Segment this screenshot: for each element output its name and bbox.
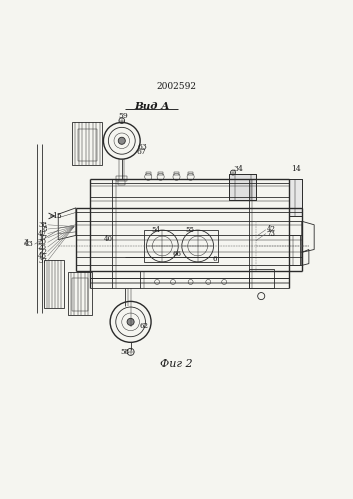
Text: 37: 37 — [38, 257, 47, 265]
Text: Фиг 2: Фиг 2 — [160, 359, 193, 369]
Bar — [116, 177, 127, 181]
Text: 14: 14 — [292, 165, 301, 173]
Text: 15: 15 — [52, 212, 62, 220]
Bar — [72, 122, 102, 165]
Text: 66: 66 — [173, 250, 182, 258]
Bar — [72, 278, 88, 311]
Bar — [146, 172, 151, 175]
Bar — [158, 172, 163, 175]
Text: 63: 63 — [138, 143, 148, 151]
Bar — [44, 260, 64, 308]
Text: 47: 47 — [38, 230, 47, 238]
Text: 20: 20 — [38, 239, 47, 247]
Bar — [118, 180, 125, 185]
Text: 54: 54 — [151, 227, 160, 235]
Text: Вид А: Вид А — [134, 102, 169, 111]
Text: 62: 62 — [139, 322, 148, 330]
Text: 43: 43 — [24, 240, 34, 248]
Text: 6: 6 — [213, 255, 217, 263]
Text: 46: 46 — [38, 252, 47, 260]
Text: 17: 17 — [38, 234, 47, 242]
Text: 2002592: 2002592 — [156, 82, 197, 91]
Text: 58: 58 — [120, 348, 129, 356]
Text: 38: 38 — [38, 221, 47, 229]
Bar — [68, 272, 92, 315]
Bar — [289, 179, 302, 216]
Text: 34: 34 — [233, 165, 243, 173]
Text: 3: 3 — [23, 239, 28, 247]
Text: 8: 8 — [42, 225, 47, 233]
Bar — [188, 172, 193, 175]
Text: 26: 26 — [38, 243, 47, 251]
Bar — [289, 236, 300, 265]
Text: 42: 42 — [267, 225, 275, 233]
Bar — [289, 179, 302, 216]
Bar — [174, 172, 179, 175]
Text: 55: 55 — [186, 227, 195, 235]
Bar — [229, 174, 256, 200]
Circle shape — [127, 318, 134, 325]
Bar — [78, 129, 97, 161]
Bar — [249, 269, 274, 288]
Bar — [229, 174, 256, 200]
Text: 72: 72 — [38, 248, 47, 255]
Text: 67: 67 — [137, 148, 147, 156]
Bar — [144, 230, 218, 262]
Text: 73: 73 — [267, 231, 275, 239]
Circle shape — [118, 137, 125, 144]
Text: 40: 40 — [104, 235, 113, 243]
Text: 59: 59 — [118, 112, 128, 120]
